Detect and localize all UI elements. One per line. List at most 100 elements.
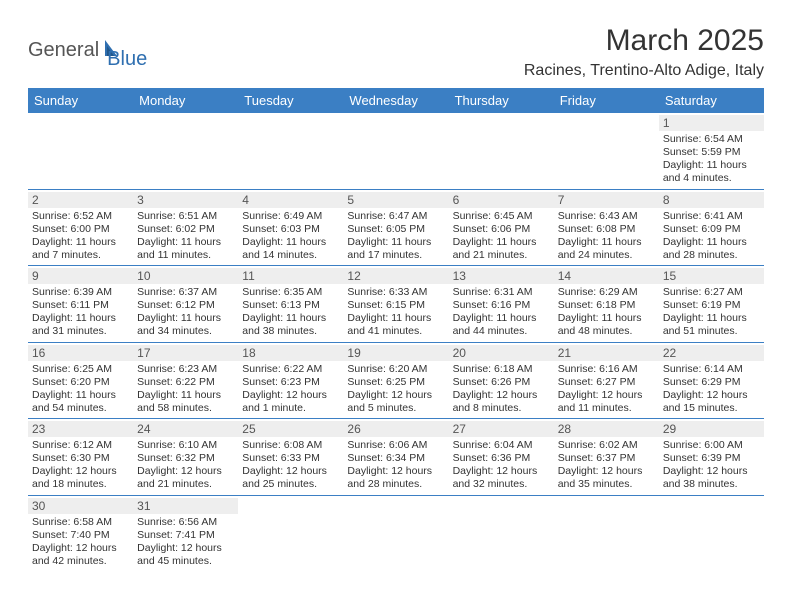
day-sunset: Sunset: 6:16 PM [453, 299, 550, 312]
day-number: 24 [133, 421, 238, 437]
weekday-header: Friday [554, 88, 659, 113]
day-day2: and 38 minutes. [663, 478, 760, 491]
calendar-week-row: 23Sunrise: 6:12 AMSunset: 6:30 PMDayligh… [28, 419, 764, 496]
calendar-cell [449, 495, 554, 571]
calendar-cell: 11Sunrise: 6:35 AMSunset: 6:13 PMDayligh… [238, 266, 343, 343]
day-day1: Daylight: 11 hours [453, 312, 550, 325]
day-day1: Daylight: 11 hours [558, 312, 655, 325]
calendar-cell: 25Sunrise: 6:08 AMSunset: 6:33 PMDayligh… [238, 419, 343, 496]
day-number: 31 [133, 498, 238, 514]
day-sunrise: Sunrise: 6:20 AM [347, 363, 444, 376]
day-sunrise: Sunrise: 6:25 AM [32, 363, 129, 376]
day-day2: and 28 minutes. [347, 478, 444, 491]
day-number: 16 [28, 345, 133, 361]
day-day1: Daylight: 12 hours [558, 465, 655, 478]
calendar-cell: 22Sunrise: 6:14 AMSunset: 6:29 PMDayligh… [659, 342, 764, 419]
weekday-header: Tuesday [238, 88, 343, 113]
day-day1: Daylight: 12 hours [242, 389, 339, 402]
day-number: 8 [659, 192, 764, 208]
calendar-cell [133, 113, 238, 189]
calendar-cell [28, 113, 133, 189]
calendar-cell: 3Sunrise: 6:51 AMSunset: 6:02 PMDaylight… [133, 189, 238, 266]
day-sunrise: Sunrise: 6:39 AM [32, 286, 129, 299]
day-sunset: Sunset: 5:59 PM [663, 146, 760, 159]
day-sunset: Sunset: 6:22 PM [137, 376, 234, 389]
calendar-cell: 19Sunrise: 6:20 AMSunset: 6:25 PMDayligh… [343, 342, 448, 419]
day-day1: Daylight: 11 hours [137, 312, 234, 325]
weekday-header: Monday [133, 88, 238, 113]
day-number: 21 [554, 345, 659, 361]
day-day1: Daylight: 12 hours [663, 389, 760, 402]
day-number: 28 [554, 421, 659, 437]
day-sunrise: Sunrise: 6:23 AM [137, 363, 234, 376]
day-day2: and 41 minutes. [347, 325, 444, 338]
day-sunrise: Sunrise: 6:45 AM [453, 210, 550, 223]
day-sunrise: Sunrise: 6:18 AM [453, 363, 550, 376]
day-sunset: Sunset: 6:18 PM [558, 299, 655, 312]
day-day2: and 4 minutes. [663, 172, 760, 185]
day-day2: and 31 minutes. [32, 325, 129, 338]
day-sunset: Sunset: 6:15 PM [347, 299, 444, 312]
day-sunset: Sunset: 6:19 PM [663, 299, 760, 312]
calendar-cell: 12Sunrise: 6:33 AMSunset: 6:15 PMDayligh… [343, 266, 448, 343]
day-sunset: Sunset: 6:39 PM [663, 452, 760, 465]
day-sunrise: Sunrise: 6:16 AM [558, 363, 655, 376]
calendar-cell: 4Sunrise: 6:49 AMSunset: 6:03 PMDaylight… [238, 189, 343, 266]
day-sunrise: Sunrise: 6:58 AM [32, 516, 129, 529]
day-day2: and 45 minutes. [137, 555, 234, 568]
day-sunrise: Sunrise: 6:37 AM [137, 286, 234, 299]
calendar-cell [238, 113, 343, 189]
calendar-cell: 1Sunrise: 6:54 AMSunset: 5:59 PMDaylight… [659, 113, 764, 189]
day-sunrise: Sunrise: 6:06 AM [347, 439, 444, 452]
day-sunrise: Sunrise: 6:14 AM [663, 363, 760, 376]
calendar-cell: 23Sunrise: 6:12 AMSunset: 6:30 PMDayligh… [28, 419, 133, 496]
day-sunset: Sunset: 6:30 PM [32, 452, 129, 465]
calendar-cell: 18Sunrise: 6:22 AMSunset: 6:23 PMDayligh… [238, 342, 343, 419]
day-day2: and 21 minutes. [453, 249, 550, 262]
day-day1: Daylight: 11 hours [347, 312, 444, 325]
calendar-cell: 15Sunrise: 6:27 AMSunset: 6:19 PMDayligh… [659, 266, 764, 343]
day-day2: and 5 minutes. [347, 402, 444, 415]
calendar-cell: 2Sunrise: 6:52 AMSunset: 6:00 PMDaylight… [28, 189, 133, 266]
calendar-cell [659, 495, 764, 571]
day-day1: Daylight: 12 hours [453, 389, 550, 402]
day-number: 29 [659, 421, 764, 437]
page-title: March 2025 [524, 24, 764, 58]
logo-text-general: General [28, 39, 99, 62]
day-day2: and 51 minutes. [663, 325, 760, 338]
day-day2: and 8 minutes. [453, 402, 550, 415]
day-sunset: Sunset: 6:34 PM [347, 452, 444, 465]
day-sunrise: Sunrise: 6:31 AM [453, 286, 550, 299]
calendar-cell: 14Sunrise: 6:29 AMSunset: 6:18 PMDayligh… [554, 266, 659, 343]
day-day2: and 48 minutes. [558, 325, 655, 338]
day-number: 18 [238, 345, 343, 361]
day-sunrise: Sunrise: 6:51 AM [137, 210, 234, 223]
calendar-week-row: 30Sunrise: 6:58 AMSunset: 7:40 PMDayligh… [28, 495, 764, 571]
day-number: 9 [28, 268, 133, 284]
day-day2: and 11 minutes. [558, 402, 655, 415]
day-sunset: Sunset: 6:37 PM [558, 452, 655, 465]
day-number: 19 [343, 345, 448, 361]
calendar-week-row: 16Sunrise: 6:25 AMSunset: 6:20 PMDayligh… [28, 342, 764, 419]
day-sunset: Sunset: 6:26 PM [453, 376, 550, 389]
calendar-cell: 8Sunrise: 6:41 AMSunset: 6:09 PMDaylight… [659, 189, 764, 266]
day-number: 4 [238, 192, 343, 208]
page-subtitle: Racines, Trentino-Alto Adige, Italy [524, 62, 764, 80]
day-number: 6 [449, 192, 554, 208]
day-day1: Daylight: 12 hours [32, 465, 129, 478]
logo: General Blue [28, 30, 147, 71]
calendar-cell: 16Sunrise: 6:25 AMSunset: 6:20 PMDayligh… [28, 342, 133, 419]
day-sunrise: Sunrise: 6:43 AM [558, 210, 655, 223]
day-day1: Daylight: 11 hours [32, 389, 129, 402]
day-day2: and 28 minutes. [663, 249, 760, 262]
day-day2: and 1 minute. [242, 402, 339, 415]
calendar-cell: 27Sunrise: 6:04 AMSunset: 6:36 PMDayligh… [449, 419, 554, 496]
day-day1: Daylight: 11 hours [137, 236, 234, 249]
calendar-cell: 20Sunrise: 6:18 AMSunset: 6:26 PMDayligh… [449, 342, 554, 419]
day-day1: Daylight: 12 hours [347, 465, 444, 478]
day-number: 12 [343, 268, 448, 284]
weekday-header: Wednesday [343, 88, 448, 113]
day-day2: and 42 minutes. [32, 555, 129, 568]
day-day1: Daylight: 11 hours [663, 312, 760, 325]
day-day1: Daylight: 12 hours [663, 465, 760, 478]
